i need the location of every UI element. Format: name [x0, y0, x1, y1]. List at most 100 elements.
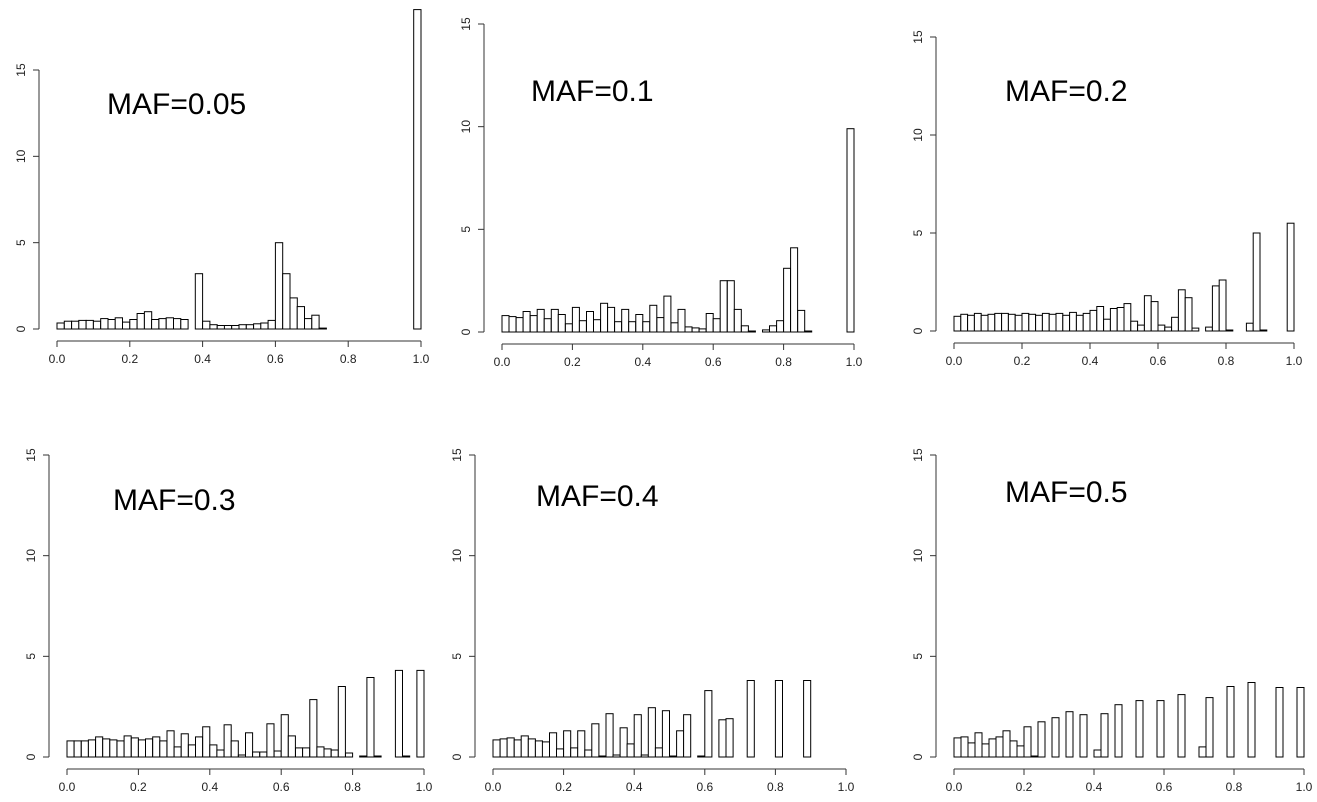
- histogram-bar: [287, 735, 296, 758]
- x-tick-label: 0.6: [696, 780, 713, 794]
- histogram-bar: [78, 319, 87, 330]
- histogram-bar: [1009, 740, 1018, 758]
- histogram-bar: [1028, 313, 1037, 332]
- x-tick-label: 0.6: [267, 352, 284, 366]
- histogram-bar: [704, 690, 713, 758]
- histogram-bar: [967, 742, 976, 758]
- histogram-bar: [1114, 704, 1123, 758]
- histogram-bar: [591, 723, 600, 758]
- histogram-bar: [506, 737, 515, 758]
- histogram-bar: [273, 750, 282, 758]
- histogram-bar: [543, 318, 552, 333]
- x-tick-label: 0.2: [1014, 354, 1031, 368]
- histogram-bar: [145, 738, 154, 758]
- histogram-bar: [109, 739, 118, 758]
- histogram-bar: [1137, 324, 1145, 332]
- histogram-bar: [987, 313, 996, 332]
- x-tick-label: 0.4: [201, 780, 218, 794]
- histogram-bar: [619, 727, 628, 758]
- histogram-bar: [1275, 687, 1284, 758]
- histogram-bar: [508, 316, 517, 333]
- histogram-bar: [769, 325, 777, 333]
- histogram-bar: [980, 314, 989, 332]
- x-tick-label: 0.8: [775, 355, 792, 369]
- x-tick-label: 1.0: [413, 352, 430, 366]
- histogram-bar: [1062, 314, 1071, 332]
- histogram-bar: [1021, 312, 1030, 332]
- histogram-bar: [1245, 322, 1254, 332]
- histogram-bar: [697, 755, 706, 758]
- histogram-bar: [166, 730, 175, 758]
- histogram-bar: [605, 713, 614, 758]
- histogram-bar: [66, 740, 75, 758]
- histogram-bar: [92, 320, 102, 330]
- histogram-bar: [571, 306, 580, 333]
- histogram-bar: [1247, 682, 1256, 758]
- x-tick-label: 0.2: [1016, 780, 1033, 794]
- histogram-bar: [223, 325, 233, 330]
- y-tick-label: 10: [24, 549, 38, 563]
- histogram-bar: [846, 128, 855, 333]
- histogram-bar: [107, 319, 116, 330]
- histogram-bar: [311, 314, 320, 330]
- histogram-bar: [394, 669, 403, 758]
- histogram-bar: [960, 313, 969, 332]
- histogram-bar: [95, 736, 104, 758]
- x-tick-label: 0.4: [634, 355, 651, 369]
- histogram-bar: [1252, 232, 1261, 332]
- histogram-bar: [1037, 721, 1046, 758]
- histogram-bar: [373, 755, 382, 758]
- histogram-bar: [1116, 307, 1125, 332]
- x-tick-label: 0.6: [1150, 354, 1167, 368]
- histogram-bar: [1123, 303, 1132, 332]
- histogram-bar: [216, 325, 225, 330]
- histogram-bar: [80, 740, 89, 758]
- y-tick-label: 0: [24, 753, 38, 760]
- histogram-bar: [194, 273, 204, 330]
- histogram-bar: [289, 297, 298, 330]
- histogram-panel-maf-04: 0.0 0.2 0.4 0.6 0.8 1.0 0 5 10 15 MAF=0.4: [440, 400, 880, 802]
- histogram-bar: [116, 740, 125, 758]
- y-tick-label: 15: [911, 448, 925, 462]
- panel-title: MAF=0.05: [107, 88, 246, 121]
- y-tick-label: 0: [459, 328, 473, 335]
- histogram-bar: [725, 718, 734, 758]
- histogram-bar: [550, 308, 559, 333]
- histogram-bar: [1171, 316, 1179, 332]
- x-tick-label: 0.0: [946, 354, 963, 368]
- histogram-bar: [158, 318, 167, 330]
- y-tick-label: 15: [459, 17, 473, 31]
- histogram-bar: [1177, 289, 1186, 332]
- histogram-bar: [73, 740, 82, 758]
- y-tick-label: 0: [911, 327, 925, 334]
- histogram-bar: [280, 714, 289, 758]
- histogram-bar: [63, 320, 73, 330]
- y-tick-label: 0: [14, 325, 28, 332]
- y-tick-label: 0: [450, 753, 464, 760]
- histogram-bar: [534, 740, 544, 758]
- histogram-bar: [684, 326, 693, 333]
- histogram-bar: [557, 314, 566, 333]
- histogram-bar: [1079, 714, 1088, 758]
- histogram-bar: [598, 755, 607, 758]
- x-tick-label: 0.0: [946, 780, 963, 794]
- x-tick-label: 0.8: [344, 780, 361, 794]
- x-tick-label: 0.4: [194, 352, 211, 366]
- histogram-bar: [803, 680, 812, 758]
- histogram-bar: [129, 319, 138, 330]
- histogram-bar: [1135, 700, 1144, 758]
- histogram-bar: [1286, 222, 1295, 332]
- histogram-bar: [995, 736, 1004, 758]
- histogram-bar: [953, 315, 962, 332]
- histogram-bar: [1065, 711, 1074, 758]
- y-tick-label: 10: [450, 549, 464, 563]
- histogram-bar: [733, 308, 742, 333]
- histogram-bar: [1164, 326, 1173, 332]
- x-tick-label: 0.4: [1086, 780, 1103, 794]
- histogram-svg: 0.0 0.2 0.4 0.6 0.8 1.0 0 5 10 15 MAF=0.2: [911, 30, 1303, 368]
- histogram-bar: [316, 746, 325, 758]
- histogram-bar: [136, 313, 145, 330]
- histogram-bar: [790, 247, 799, 333]
- histogram-bar: [649, 304, 658, 333]
- histogram-bar: [515, 317, 524, 333]
